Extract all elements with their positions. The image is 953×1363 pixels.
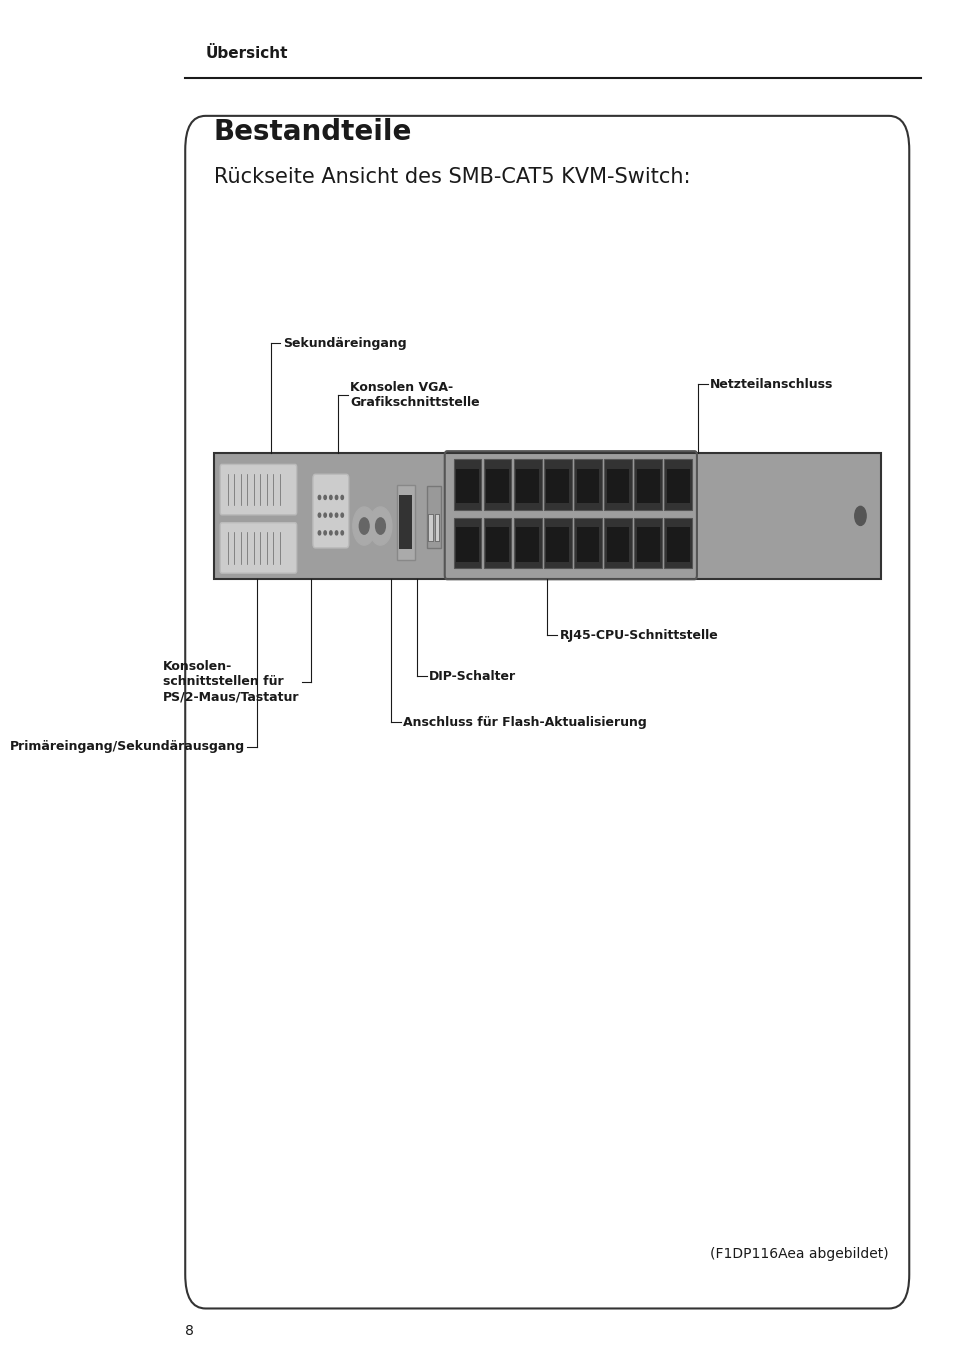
Circle shape — [353, 507, 375, 545]
Bar — [213, 453, 880, 579]
Circle shape — [330, 495, 332, 499]
Bar — [663, 459, 691, 510]
Bar — [634, 518, 661, 568]
Bar — [398, 495, 412, 549]
Text: RJ45-CPU-Schnittstelle: RJ45-CPU-Schnittstelle — [558, 628, 718, 642]
Bar — [456, 527, 478, 562]
Bar — [574, 518, 601, 568]
Bar — [603, 518, 631, 568]
Circle shape — [359, 518, 369, 534]
Bar — [576, 527, 598, 562]
Bar — [546, 469, 569, 503]
Circle shape — [340, 530, 343, 534]
Bar — [514, 459, 541, 510]
Text: Konsolen VGA-
Grafikschnittstelle: Konsolen VGA- Grafikschnittstelle — [350, 382, 479, 409]
Bar — [663, 518, 691, 568]
Bar — [574, 459, 601, 510]
Circle shape — [340, 512, 343, 517]
Bar — [396, 485, 415, 560]
Bar — [543, 518, 571, 568]
Circle shape — [324, 495, 326, 499]
Bar — [666, 469, 689, 503]
Bar — [634, 459, 661, 510]
Text: Anschluss für Flash-Aktualisierung: Anschluss für Flash-Aktualisierung — [403, 716, 646, 729]
Circle shape — [369, 507, 392, 545]
Circle shape — [324, 512, 326, 517]
Bar — [636, 469, 659, 503]
Text: Übersicht: Übersicht — [205, 46, 288, 61]
FancyBboxPatch shape — [220, 522, 296, 572]
Bar — [426, 487, 441, 548]
Circle shape — [318, 512, 320, 517]
Text: Netzteilanschluss: Netzteilanschluss — [709, 378, 833, 391]
Bar — [456, 469, 478, 503]
Text: Konsolen-
schnittstellen für
PS/2-Maus/Tastatur: Konsolen- schnittstellen für PS/2-Maus/T… — [162, 660, 299, 703]
Bar — [606, 469, 629, 503]
Bar — [483, 518, 511, 568]
Bar — [514, 518, 541, 568]
Circle shape — [330, 530, 332, 534]
Text: Primäreingang/Sekundärausgang: Primäreingang/Sekundärausgang — [10, 740, 244, 754]
Circle shape — [375, 518, 385, 534]
Bar — [454, 518, 481, 568]
FancyBboxPatch shape — [313, 474, 349, 548]
Text: Rückseite Ansicht des SMB-CAT5 KVM-Switch:: Rückseite Ansicht des SMB-CAT5 KVM-Switc… — [213, 166, 689, 187]
Circle shape — [324, 530, 326, 534]
Circle shape — [335, 512, 337, 517]
Bar — [543, 459, 571, 510]
Text: 8: 8 — [185, 1325, 193, 1338]
FancyBboxPatch shape — [220, 465, 296, 515]
Circle shape — [854, 507, 865, 526]
Circle shape — [335, 530, 337, 534]
Bar — [454, 459, 481, 510]
Bar — [546, 527, 569, 562]
Bar — [486, 527, 509, 562]
Text: DIP-Schalter: DIP-Schalter — [429, 669, 516, 683]
Bar — [666, 527, 689, 562]
Circle shape — [318, 530, 320, 534]
Bar — [576, 469, 598, 503]
Circle shape — [330, 512, 332, 517]
Text: Sekundäreingang: Sekundäreingang — [282, 337, 406, 350]
Bar — [435, 514, 438, 541]
Bar — [636, 527, 659, 562]
Bar — [486, 469, 509, 503]
Bar — [428, 514, 432, 541]
Bar — [516, 469, 538, 503]
Bar — [483, 459, 511, 510]
Circle shape — [318, 495, 320, 499]
Text: Bestandteile: Bestandteile — [213, 117, 412, 146]
Circle shape — [340, 495, 343, 499]
FancyBboxPatch shape — [185, 116, 908, 1308]
Text: (F1DP116Aea abgebildet): (F1DP116Aea abgebildet) — [710, 1247, 888, 1261]
Bar — [516, 527, 538, 562]
Circle shape — [335, 495, 337, 499]
Bar — [606, 527, 629, 562]
Bar — [603, 459, 631, 510]
